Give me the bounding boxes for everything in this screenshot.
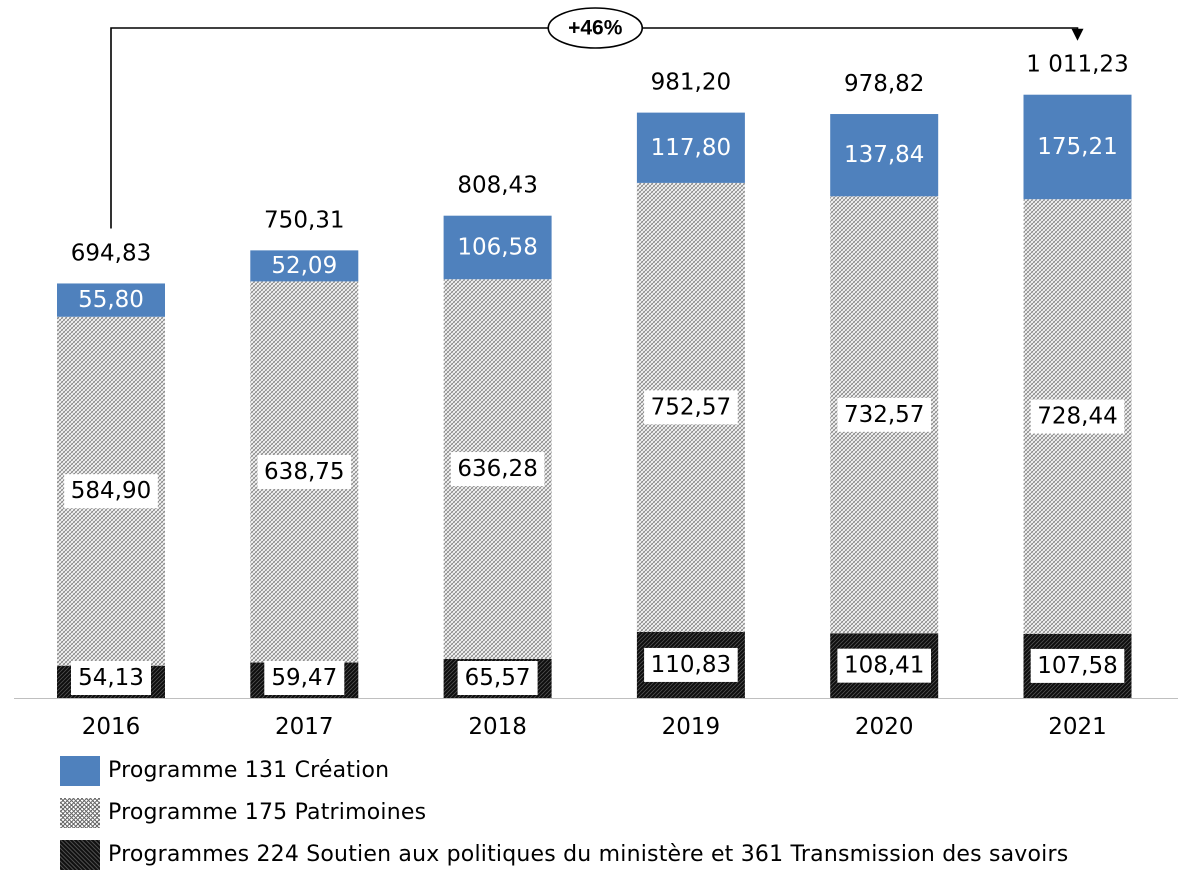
legend-swatch-programmes-224-361 (60, 840, 100, 870)
bar-programme-131-2019 (636, 112, 745, 183)
legend-label-programme-131: Programme 131 Création (108, 758, 390, 783)
label-programme-131-2018: 106,58 (457, 234, 537, 260)
label-programmes-224-361-2020: 108,41 (844, 653, 924, 679)
total-label-2017: 750,31 (264, 207, 344, 233)
bar-programme-131-2020 (830, 114, 939, 197)
label-programmes-224-361-2016-box (71, 661, 151, 695)
label-programmes-224-361-2019: 110,83 (651, 652, 731, 678)
bar-programme-131-2018 (443, 215, 552, 280)
label-programmes-224-361-2021-box (1030, 648, 1125, 683)
label-programme-175-2021-box (1030, 399, 1125, 434)
growth-arrowhead (1071, 28, 1084, 41)
label-programme-175-2018: 636,28 (457, 456, 537, 482)
label-programme-175-2016: 584,90 (71, 478, 151, 504)
label-programme-131-2020: 137,84 (844, 142, 924, 168)
total-label-2016: 694,83 (71, 240, 151, 266)
total-label-2020: 978,82 (844, 71, 924, 97)
growth-badge (547, 7, 644, 49)
legend-label-programmes-224-361: Programmes 224 Soutien aux politiques du… (108, 842, 1069, 867)
label-programme-175-2017: 638,75 (264, 459, 344, 485)
total-label-2018: 808,43 (457, 173, 537, 199)
label-programme-131-2017: 52,09 (271, 253, 337, 279)
label-programmes-224-361-2018: 65,57 (465, 665, 531, 691)
label-programmes-224-361-2018-box (457, 661, 538, 695)
label-programmes-224-361-2016: 54,13 (78, 665, 144, 691)
bar-programme-131-2017 (250, 250, 359, 282)
label-programmes-224-361-2021: 107,58 (1037, 653, 1117, 679)
total-label-2021: 1 011,23 (1026, 52, 1128, 78)
legend-label-programme-175: Programme 175 Patrimoines (108, 800, 427, 825)
label-programme-175-2017-box (257, 454, 352, 489)
label-programme-175-2019-box (644, 390, 738, 425)
label-programme-175-2019: 752,57 (651, 394, 731, 420)
label-programme-175-2020: 732,57 (844, 402, 924, 428)
stacked-bar-chart: 54,13 584,90 55,80 694,83 2016 59,47 638,75 52,… (14, 7, 1178, 740)
x-tick-label-2018: 2018 (468, 714, 527, 740)
total-label-2019: 981,20 (651, 70, 731, 96)
label-programme-131-2021: 175,21 (1037, 134, 1117, 160)
label-programme-175-2016-box (64, 474, 158, 509)
bar-programme-131-2016 (57, 283, 165, 317)
x-tick-label-2017: 2017 (275, 714, 334, 740)
growth-percentage-label: +46% (568, 17, 623, 40)
label-programme-175-2020-box (837, 397, 931, 432)
bar-programme-131-2021 (1023, 94, 1132, 200)
label-programmes-224-361-2017-box (264, 661, 345, 695)
x-tick-label-2021: 2021 (1048, 714, 1107, 740)
x-tick-label-2019: 2019 (662, 714, 721, 740)
label-programmes-224-361-2019-box (644, 647, 738, 682)
x-tick-label-2020: 2020 (855, 714, 914, 740)
legend-swatch-programme-175 (60, 798, 100, 828)
x-tick-label-2016: 2016 (82, 714, 141, 740)
label-programme-175-2021: 728,44 (1037, 404, 1117, 430)
label-programme-131-2019: 117,80 (651, 135, 731, 161)
label-programme-131-2016: 55,80 (78, 287, 144, 313)
label-programme-175-2018-box (450, 452, 545, 487)
label-programmes-224-361-2017: 59,47 (271, 665, 337, 691)
label-programmes-224-361-2020-box (837, 648, 931, 683)
legend-swatch-programme-131 (60, 756, 100, 786)
